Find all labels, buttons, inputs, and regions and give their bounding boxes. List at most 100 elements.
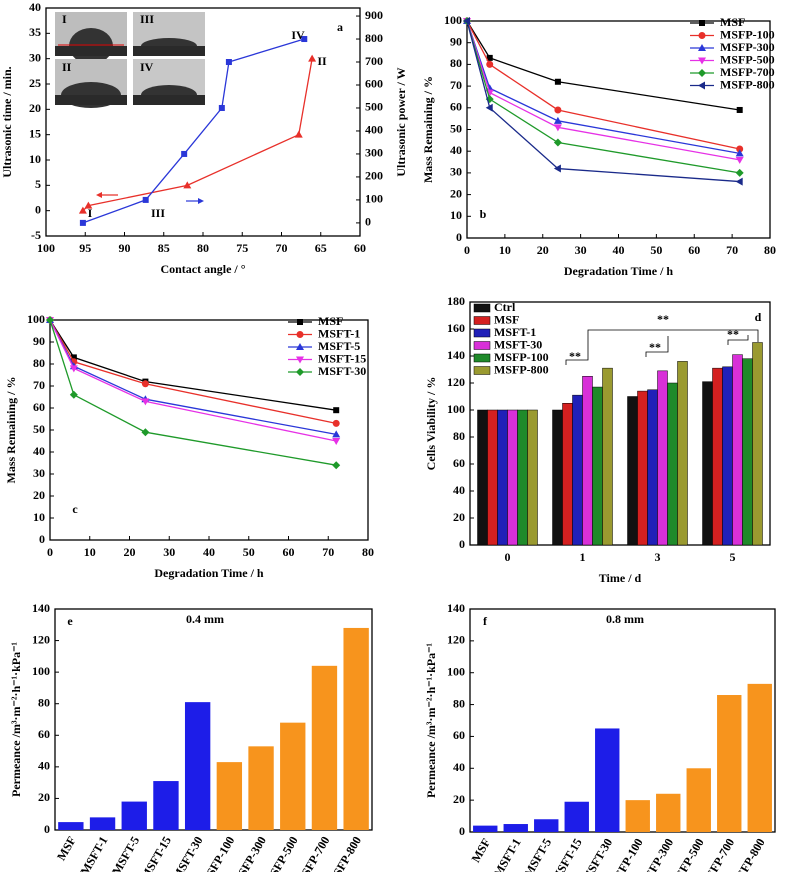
bar — [592, 386, 603, 546]
panel-label: d — [755, 310, 762, 324]
y-tick-label: 90 — [450, 34, 462, 48]
x-tick-label: MSFT-5 — [109, 834, 142, 872]
x-tick-label: MSFT-1 — [490, 836, 523, 872]
y-tick-label: 0 — [35, 202, 41, 216]
marker — [183, 181, 192, 189]
legend-label: MSFT-30 — [494, 337, 542, 351]
marker — [69, 365, 78, 373]
bar — [153, 781, 179, 830]
bar — [732, 354, 743, 546]
y2-tick-label: 500 — [365, 100, 383, 114]
marker — [553, 116, 562, 124]
panel-label: e — [67, 614, 73, 628]
x-tick-label: 20 — [537, 243, 549, 257]
marker — [141, 398, 150, 406]
x-tick-label: 85 — [158, 241, 170, 255]
bar — [184, 702, 211, 830]
marker — [296, 368, 304, 376]
y-tick-label: 100 — [27, 312, 45, 326]
y-tick-label: 40 — [33, 444, 45, 458]
legend-swatch — [473, 328, 491, 338]
y-axis-title: Mass Remaining / % — [4, 376, 18, 483]
y-tick-label: 70 — [450, 78, 462, 92]
legend-label: MSFP-800 — [494, 362, 549, 376]
x-tick-label: 65 — [315, 241, 327, 255]
x-tick-label: 80 — [362, 545, 374, 559]
x-tick-label: MSF — [468, 836, 493, 865]
y-tick-label: 140 — [32, 601, 50, 615]
y-tick-label: 0 — [39, 532, 45, 546]
bar — [595, 728, 620, 832]
y-tick-label: 20 — [453, 510, 465, 524]
y-tick-label: 30 — [33, 466, 45, 480]
x-tick-label: MSFT-15 — [138, 834, 174, 872]
line — [466, 20, 740, 161]
marker — [332, 438, 341, 445]
legend-label: MSFP-100 — [720, 27, 775, 41]
marker — [698, 81, 705, 90]
bar — [712, 367, 723, 546]
y-tick-label: 40 — [450, 143, 462, 157]
y-tick-label: 90 — [33, 334, 45, 348]
inset-label: II — [62, 60, 72, 74]
legend-swatch — [473, 353, 491, 363]
y2-axis-title: Ultrasonic power / W — [394, 67, 408, 176]
annotation: IV — [291, 28, 305, 42]
line — [466, 20, 740, 150]
legend-label: MSFP-300 — [720, 40, 775, 54]
y2-tick-label: 700 — [365, 54, 383, 68]
bar — [722, 366, 733, 546]
y2-tick-label: 100 — [365, 192, 383, 206]
x-tick-label: 10 — [499, 243, 511, 257]
bar — [89, 817, 116, 830]
bar — [625, 800, 650, 832]
bar — [503, 824, 528, 832]
y-tick-label: 25 — [29, 76, 41, 90]
y-tick-label: 0 — [44, 822, 50, 836]
legend-label: Ctrl — [494, 300, 516, 314]
bar — [637, 390, 648, 546]
legend-label: MSFP-700 — [720, 65, 775, 79]
bar — [280, 722, 306, 830]
y2-tick-label: 200 — [365, 169, 383, 183]
x-axis-title: Contact angle / ° — [160, 262, 245, 276]
x-tick-label: 0 — [505, 550, 511, 564]
y-tick-label: 140 — [447, 601, 465, 615]
x-tick-label: 80 — [764, 243, 776, 257]
y-tick-label: 120 — [447, 375, 465, 389]
x-tick-label: 70 — [322, 545, 334, 559]
y-tick-label: 100 — [447, 664, 465, 678]
marker — [296, 343, 304, 350]
marker — [735, 156, 744, 164]
legend-label: MSFP-500 — [720, 52, 775, 66]
x-tick-label: 20 — [124, 545, 136, 559]
marker — [225, 59, 232, 66]
marker — [142, 196, 149, 203]
legend-label: MSFT-30 — [318, 364, 366, 378]
y2-tick-label: 800 — [365, 31, 383, 45]
y-axis-title: Permeance /m³·m⁻²·h⁻¹·kPa⁻¹ — [424, 643, 438, 798]
marker — [332, 461, 341, 470]
x-tick-label: MSFP-300 — [230, 834, 269, 872]
line — [466, 20, 740, 155]
y-axis-title: Mass Remaining / % — [421, 76, 435, 183]
marker — [69, 390, 78, 399]
marker — [698, 69, 706, 77]
marker — [553, 138, 562, 147]
marker — [735, 177, 743, 186]
legend-label: MSFP-800 — [720, 77, 775, 91]
x-tick-label: MSFP-100 — [198, 834, 237, 872]
annotation: II — [317, 54, 327, 68]
bar — [216, 762, 243, 830]
y-tick-label: 30 — [29, 50, 41, 64]
y-tick-label: 10 — [450, 208, 462, 222]
legend-label: MSF — [720, 15, 745, 29]
bar — [667, 382, 678, 546]
y2-tick-label: 600 — [365, 77, 383, 91]
bar — [552, 409, 563, 546]
bar — [686, 768, 711, 832]
marker — [554, 78, 561, 85]
y-tick-label: 0 — [459, 824, 465, 838]
y-tick-label: 60 — [450, 100, 462, 114]
